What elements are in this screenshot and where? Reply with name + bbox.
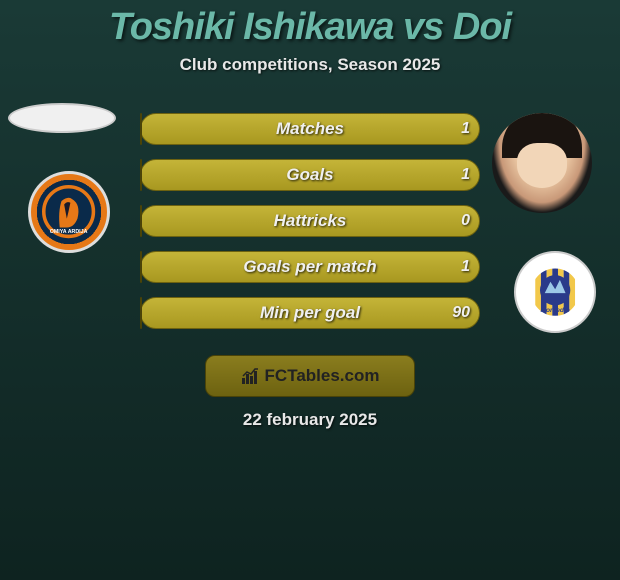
bar-fill	[140, 251, 142, 283]
bar-fill	[140, 205, 142, 237]
stat-right-value: 1	[461, 120, 470, 138]
player-photo-right	[492, 113, 592, 213]
montedio-icon: Montedio	[522, 259, 588, 325]
bar-fill	[140, 297, 142, 329]
svg-text:Montedio: Montedio	[540, 307, 569, 314]
stat-bars: Matches 1 Goals 1 Hattricks 0 Goals per …	[140, 113, 480, 343]
stat-right-value: 90	[452, 304, 470, 322]
stat-label: Matches	[276, 119, 344, 139]
brand-text: FCTables.com	[265, 366, 380, 386]
club-badge-right: Montedio	[514, 251, 596, 333]
player-photo-left	[8, 103, 116, 133]
stat-label: Goals per match	[243, 257, 376, 277]
date-line: 22 february 2025	[0, 410, 620, 430]
stat-right-value: 1	[461, 258, 470, 276]
stat-row-hattricks: Hattricks 0	[140, 205, 480, 237]
bar-fill	[140, 113, 142, 145]
stat-row-gpm: Goals per match 1	[140, 251, 480, 283]
stat-right-value: 0	[461, 212, 470, 230]
stat-row-mpg: Min per goal 90	[140, 297, 480, 329]
stat-label: Hattricks	[274, 211, 347, 231]
page-title: Toshiki Ishikawa vs Doi	[0, 0, 620, 49]
club-badge-left: OMIYA ARDIJA	[28, 171, 110, 253]
stat-label: Min per goal	[260, 303, 360, 323]
bar-fill	[140, 159, 142, 191]
stat-label: Goals	[286, 165, 333, 185]
stat-row-goals: Goals 1	[140, 159, 480, 191]
brand-box: FCTables.com	[205, 355, 415, 397]
chart-icon	[241, 366, 261, 386]
stat-right-value: 1	[461, 166, 470, 184]
stat-row-matches: Matches 1	[140, 113, 480, 145]
omiya-ardija-icon: OMIYA ARDIJA	[42, 185, 95, 238]
svg-text:OMIYA ARDIJA: OMIYA ARDIJA	[50, 229, 88, 235]
stats-area: OMIYA ARDIJA Montedio Matche	[0, 113, 620, 353]
subtitle: Club competitions, Season 2025	[0, 55, 620, 75]
